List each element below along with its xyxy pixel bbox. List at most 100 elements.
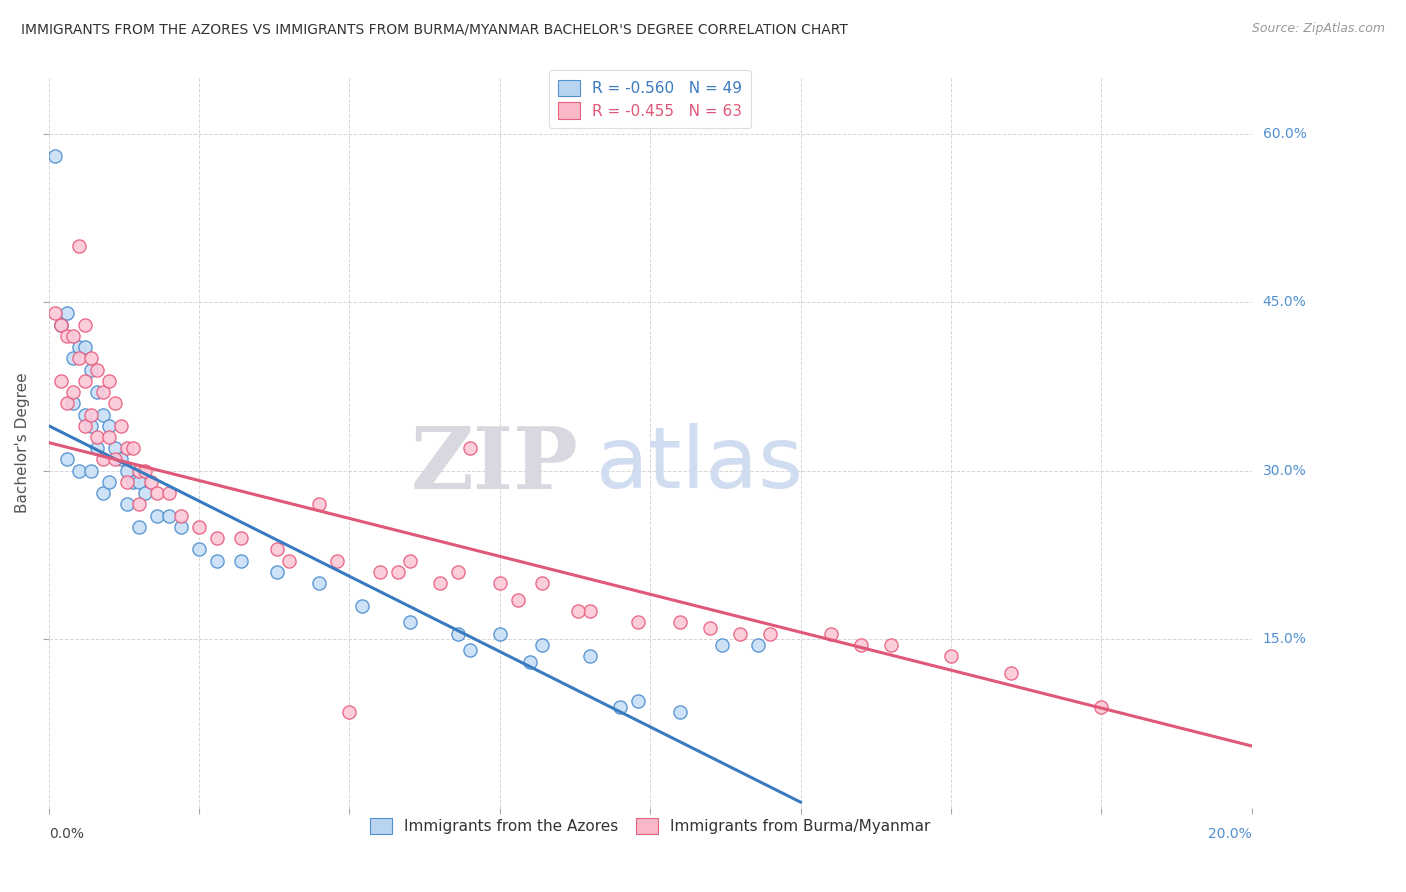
Point <box>398 615 420 630</box>
Point <box>489 626 512 640</box>
Point <box>699 621 721 635</box>
Point <box>73 408 96 422</box>
Point <box>104 441 127 455</box>
Text: Source: ZipAtlas.com: Source: ZipAtlas.com <box>1251 22 1385 36</box>
Point <box>80 464 103 478</box>
Point <box>104 396 127 410</box>
Point <box>350 599 373 613</box>
Point <box>1000 665 1022 680</box>
Point <box>387 565 409 579</box>
Point <box>86 385 108 400</box>
Point <box>115 441 138 455</box>
Point <box>56 306 79 320</box>
Point <box>67 351 90 366</box>
Point <box>115 475 138 489</box>
Point <box>849 638 872 652</box>
Point <box>368 565 391 579</box>
Text: atlas: atlas <box>596 423 804 506</box>
Point <box>62 385 84 400</box>
Point <box>609 699 631 714</box>
Text: 45.0%: 45.0% <box>1263 295 1306 310</box>
Point <box>49 374 72 388</box>
Point <box>49 318 72 332</box>
Point <box>115 497 138 511</box>
Point <box>56 329 79 343</box>
Point <box>122 441 145 455</box>
Point <box>97 430 120 444</box>
Text: 0.0%: 0.0% <box>49 827 84 841</box>
Point <box>519 655 541 669</box>
Point <box>759 626 782 640</box>
Point <box>134 486 156 500</box>
Point <box>128 520 150 534</box>
Point <box>62 396 84 410</box>
Point <box>429 576 451 591</box>
Point <box>146 508 169 523</box>
Point <box>91 486 114 500</box>
Point <box>134 464 156 478</box>
Point <box>447 626 470 640</box>
Point <box>73 318 96 332</box>
Point <box>49 318 72 332</box>
Point <box>73 418 96 433</box>
Text: 20.0%: 20.0% <box>1208 827 1251 841</box>
Point <box>880 638 903 652</box>
Point <box>567 604 589 618</box>
Point <box>326 553 349 567</box>
Point <box>73 340 96 354</box>
Point <box>711 638 734 652</box>
Point <box>231 553 253 567</box>
Point <box>139 475 162 489</box>
Point <box>104 452 127 467</box>
Text: 60.0%: 60.0% <box>1263 127 1306 141</box>
Text: 15.0%: 15.0% <box>1263 632 1306 646</box>
Point <box>62 351 84 366</box>
Point <box>80 362 103 376</box>
Point <box>62 329 84 343</box>
Point <box>205 531 228 545</box>
Point <box>266 565 288 579</box>
Point <box>170 520 193 534</box>
Point <box>80 351 103 366</box>
Point <box>669 615 692 630</box>
Point <box>669 705 692 719</box>
Point <box>339 705 361 719</box>
Point <box>1090 699 1112 714</box>
Point <box>49 318 72 332</box>
Point <box>747 638 769 652</box>
Point <box>73 374 96 388</box>
Point <box>157 508 180 523</box>
Point <box>579 649 602 664</box>
Point <box>489 576 512 591</box>
Point <box>146 486 169 500</box>
Point <box>627 694 650 708</box>
Y-axis label: Bachelor's Degree: Bachelor's Degree <box>15 372 30 513</box>
Point <box>86 430 108 444</box>
Point <box>110 452 132 467</box>
Legend: Immigrants from the Azores, Immigrants from Burma/Myanmar: Immigrants from the Azores, Immigrants f… <box>364 812 936 840</box>
Point <box>56 396 79 410</box>
Point <box>458 643 481 657</box>
Point <box>128 464 150 478</box>
Point <box>97 374 120 388</box>
Point <box>44 149 66 163</box>
Point <box>67 239 90 253</box>
Point <box>170 508 193 523</box>
Point <box>530 576 553 591</box>
Point <box>80 408 103 422</box>
Point <box>308 497 330 511</box>
Point <box>266 542 288 557</box>
Point <box>447 565 470 579</box>
Point <box>205 553 228 567</box>
Text: ZIP: ZIP <box>411 423 578 507</box>
Point <box>188 520 211 534</box>
Point <box>506 593 529 607</box>
Point <box>44 306 66 320</box>
Point <box>86 441 108 455</box>
Point <box>730 626 752 640</box>
Point <box>97 475 120 489</box>
Point <box>627 615 650 630</box>
Point <box>939 649 962 664</box>
Point <box>80 418 103 433</box>
Point <box>278 553 301 567</box>
